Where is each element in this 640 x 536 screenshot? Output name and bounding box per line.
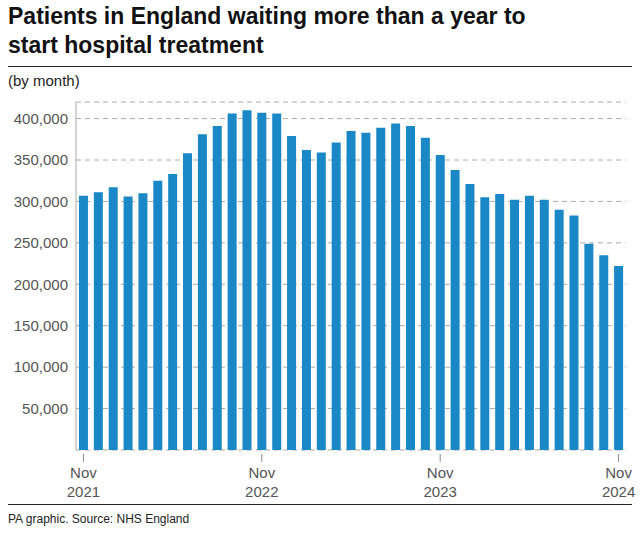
svg-text:300,000: 300,000 xyxy=(14,193,68,210)
svg-text:400,000: 400,000 xyxy=(14,110,68,127)
svg-text:Nov2023: Nov2023 xyxy=(424,464,457,500)
html-text:(by month): (by month) xyxy=(8,72,80,89)
svg-text:Nov2022: Nov2022 xyxy=(245,464,278,500)
svg-text:350,000: 350,000 xyxy=(14,151,68,168)
svg-text:Nov2021: Nov2021 xyxy=(67,464,100,500)
svg-text:50,000: 50,000 xyxy=(22,400,68,417)
html-text:Patients in England waiting mo: Patients in England waiting more than a … xyxy=(8,3,526,58)
svg-text:200,000: 200,000 xyxy=(14,276,68,293)
svg-text:Nov2024: Nov2024 xyxy=(602,464,632,500)
svg-text:100,000: 100,000 xyxy=(14,358,68,375)
html-text:PA graphic. Source: NHS Englan: PA graphic. Source: NHS England xyxy=(8,512,190,526)
svg-text:250,000: 250,000 xyxy=(14,234,68,251)
svg-text:150,000: 150,000 xyxy=(14,317,68,334)
